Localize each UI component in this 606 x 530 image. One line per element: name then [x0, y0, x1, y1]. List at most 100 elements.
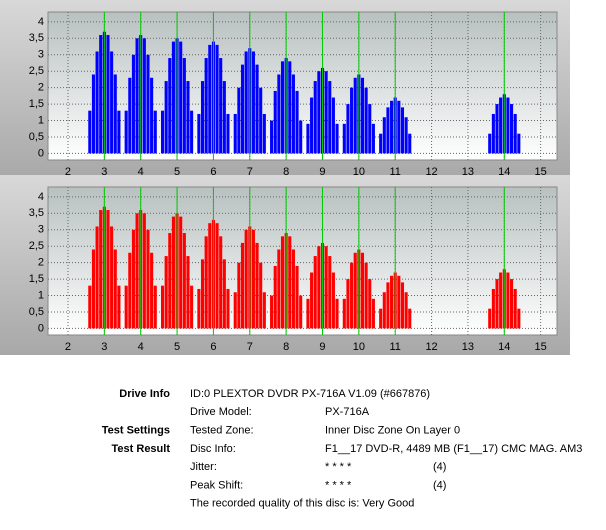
bar — [495, 104, 499, 154]
bar — [222, 81, 226, 154]
bar — [124, 110, 128, 154]
bar — [204, 58, 208, 154]
x-tick-label: 6 — [210, 341, 216, 353]
x-tick-label: 7 — [247, 166, 253, 178]
bar — [222, 259, 226, 329]
bar — [310, 97, 314, 154]
bar — [506, 97, 510, 154]
field-value: PX-716A — [325, 406, 370, 418]
field-label: Jitter: — [190, 461, 217, 473]
bar — [255, 242, 259, 329]
bar — [295, 265, 299, 329]
y-tick-label: 2 — [38, 82, 44, 94]
bar — [390, 275, 394, 329]
bar — [150, 252, 154, 329]
bar — [277, 249, 281, 329]
bar — [153, 110, 157, 154]
bar — [182, 233, 186, 329]
score: (4) — [433, 479, 446, 491]
bar — [117, 110, 121, 154]
bar — [397, 275, 401, 329]
bar — [368, 104, 372, 154]
bar — [117, 285, 121, 329]
x-tick-label: 6 — [210, 166, 216, 178]
bar — [277, 74, 281, 154]
bar — [306, 298, 310, 329]
bar — [244, 51, 248, 154]
x-tick-label: 3 — [101, 341, 107, 353]
x-tick-label: 8 — [283, 166, 289, 178]
bar — [88, 110, 92, 154]
bar — [270, 295, 274, 329]
bar — [488, 133, 492, 154]
bar — [251, 51, 255, 154]
bar — [160, 285, 165, 329]
bar — [226, 288, 230, 329]
bar — [379, 133, 383, 154]
bar — [106, 35, 110, 154]
x-tick-label: 4 — [138, 341, 144, 353]
bar — [317, 71, 321, 154]
y-tick-label: 1 — [38, 289, 44, 301]
bar — [244, 229, 248, 329]
bar — [142, 38, 146, 154]
field-value: * * * * — [325, 461, 352, 473]
bar — [328, 256, 332, 329]
bar — [219, 58, 223, 154]
x-tick-label: 2 — [65, 166, 71, 178]
x-tick-label: 9 — [319, 166, 325, 178]
bar — [510, 279, 514, 329]
field-label: Tested Zone: — [190, 425, 254, 437]
field-value: F1__17 DVD-R, 4489 MB (F1__17) CMC MAG. … — [325, 443, 582, 455]
field-value: * * * * — [325, 479, 352, 491]
bar — [208, 44, 212, 154]
bar — [179, 41, 183, 154]
x-tick-label: 12 — [425, 166, 437, 178]
bar — [328, 81, 332, 154]
bar — [335, 298, 339, 329]
bar — [513, 288, 517, 329]
bar — [288, 236, 292, 329]
bar — [255, 64, 259, 154]
bar — [499, 272, 503, 329]
field-label: Disc Info: — [190, 443, 236, 455]
bar — [517, 133, 521, 154]
bar — [88, 285, 92, 329]
bar — [488, 308, 492, 329]
bar — [171, 216, 175, 329]
field-value: ID:0 PLEXTOR DVDR PX-716A V1.09 (#667876… — [190, 388, 430, 400]
bar — [219, 236, 223, 329]
bar — [350, 262, 354, 329]
section-label: Test Settings — [102, 425, 170, 437]
section-label: Test Result — [112, 443, 171, 455]
bar — [513, 113, 517, 154]
bar — [237, 262, 241, 329]
bar — [128, 252, 132, 329]
bar — [331, 272, 335, 329]
bar — [182, 58, 186, 154]
bar — [200, 259, 205, 329]
y-tick-label: 3,5 — [29, 32, 44, 44]
bar — [179, 216, 183, 329]
bar — [331, 97, 335, 154]
field-value: Inner Disc Zone On Layer 0 — [325, 425, 460, 437]
bar — [342, 298, 346, 329]
bar — [99, 35, 103, 154]
x-tick-label: 7 — [247, 341, 253, 353]
bar — [110, 51, 114, 154]
x-tick-label: 10 — [353, 341, 365, 353]
bar — [131, 229, 135, 329]
bar — [510, 104, 514, 154]
bar — [215, 44, 219, 154]
bar — [408, 308, 412, 329]
score: (4) — [433, 461, 446, 473]
bar — [259, 262, 263, 329]
bar — [124, 285, 128, 329]
x-tick-label: 13 — [462, 166, 474, 178]
bar — [146, 229, 150, 329]
bar — [240, 242, 245, 329]
bar — [128, 77, 132, 154]
bar — [186, 81, 190, 154]
bar — [262, 113, 266, 154]
